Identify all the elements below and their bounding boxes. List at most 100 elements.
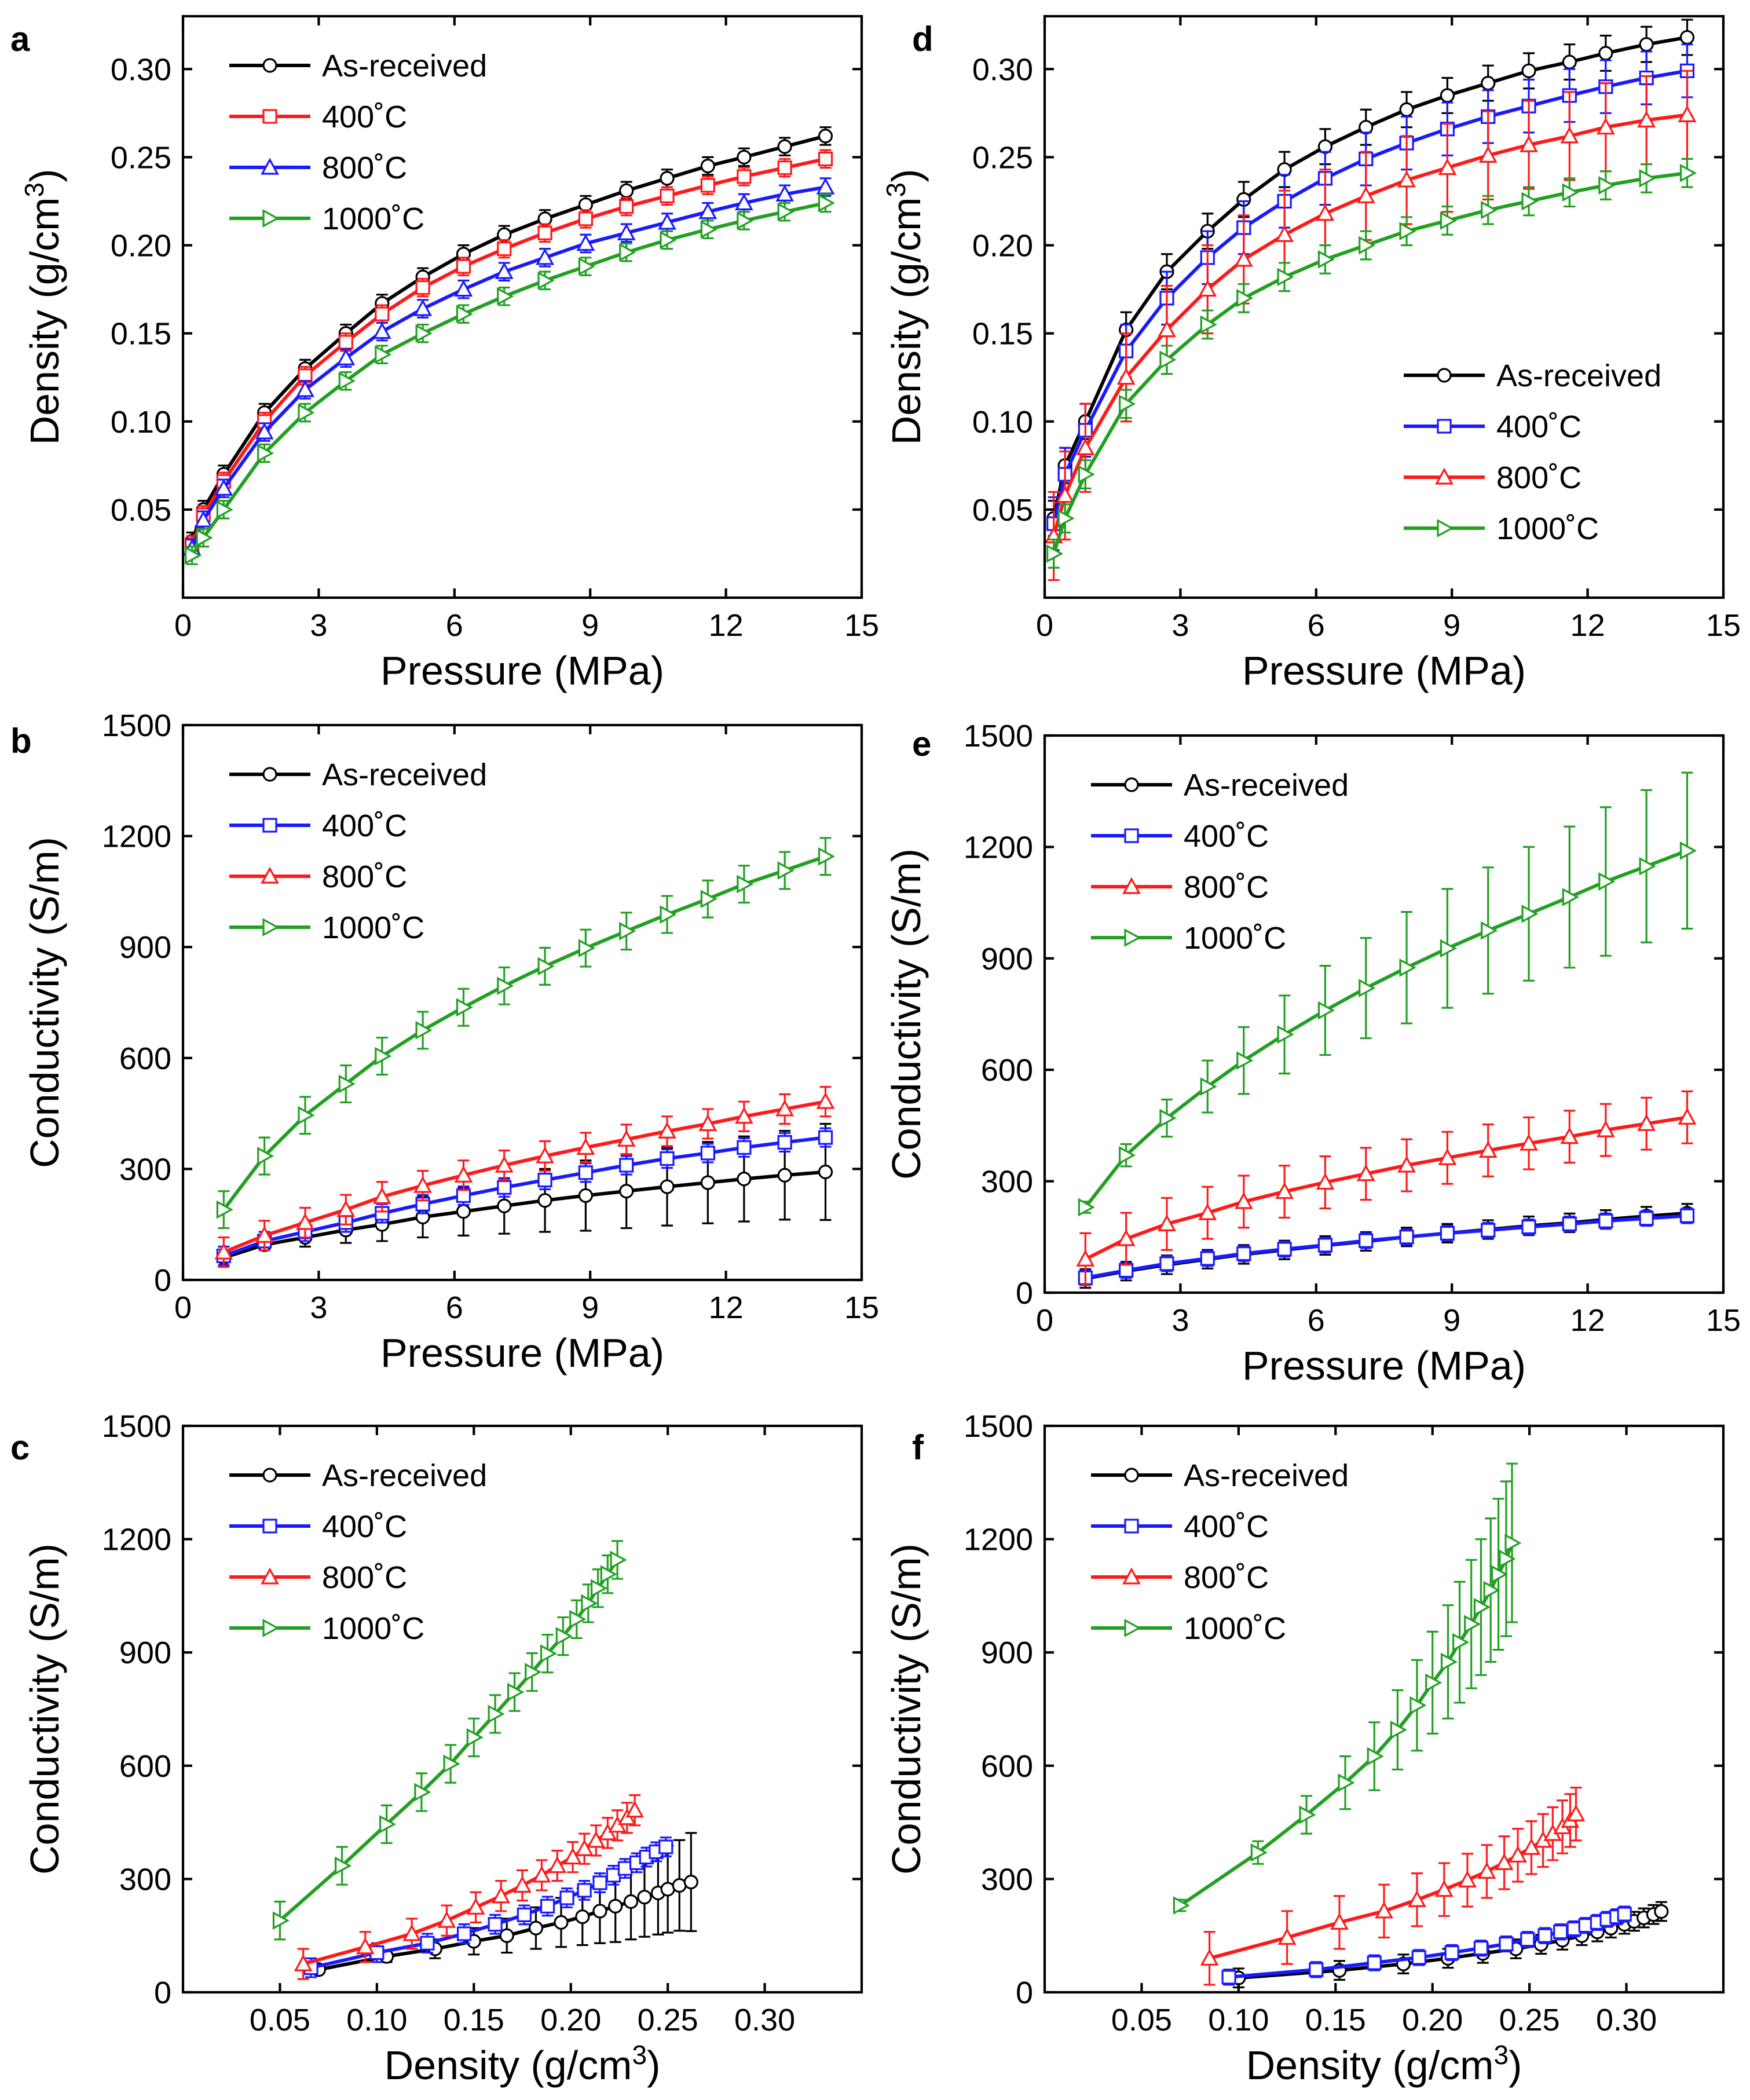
y-axis-title: Conductivity (S/m)	[884, 1543, 929, 1875]
data-point	[700, 1175, 715, 1190]
data-point	[818, 129, 833, 144]
data-point	[1477, 1861, 1496, 1879]
data-point	[379, 1814, 397, 1834]
series-line-e-3	[1083, 848, 1689, 1209]
x-tick-label: 6	[446, 608, 463, 643]
data-point	[569, 1609, 587, 1629]
data-point	[456, 1926, 472, 1941]
x-tick-label: 15	[1706, 608, 1741, 643]
data-point	[1200, 1251, 1215, 1266]
x-tick-label: 0.15	[1305, 2003, 1366, 2037]
x-tick-label: 0	[1036, 1303, 1053, 1338]
data-point	[540, 1644, 558, 1663]
data-point	[1654, 1904, 1669, 1919]
y-tick-label: 1200	[964, 1523, 1033, 1557]
legend-label: 400˚C	[322, 1509, 407, 1544]
legend: As-received 400˚C 800˚C 1000˚C	[229, 49, 487, 236]
series-b-3	[216, 837, 836, 1230]
legend-label: 800˚C	[1184, 870, 1269, 905]
legend-marker	[262, 109, 277, 124]
data-point	[548, 1856, 567, 1874]
y-tick-label: 300	[119, 1152, 171, 1187]
data-point	[497, 1180, 512, 1195]
series-e-1	[1078, 1207, 1695, 1286]
data-point	[555, 1627, 573, 1646]
x-tick-label: 3	[310, 608, 327, 643]
data-point	[216, 500, 233, 519]
y-tick-label: 0.10	[111, 405, 171, 440]
data-point	[734, 1107, 753, 1124]
legend-item: 800˚C	[1091, 870, 1269, 905]
legend: As-received 400˚C 800˚C 1000˚C	[1404, 358, 1661, 546]
data-point	[619, 243, 636, 262]
x-tick-label: 6	[446, 1290, 463, 1325]
data-point	[619, 199, 634, 214]
data-point	[255, 1225, 274, 1243]
y-tick-label: 300	[119, 1862, 171, 1897]
data-point	[517, 1907, 532, 1922]
data-point	[1598, 176, 1616, 195]
y-tick-label: 1500	[102, 708, 171, 743]
legend-label: 800˚C	[322, 151, 407, 185]
x-tick-label: 3	[310, 1290, 327, 1325]
data-point	[734, 193, 753, 211]
legend-label: 800˚C	[322, 1560, 407, 1595]
data-point	[375, 345, 392, 364]
legend-item: As-received	[1091, 1458, 1349, 1493]
legend-label: As-received	[1184, 1458, 1349, 1493]
data-point	[775, 1099, 795, 1117]
x-tick-label: 12	[1570, 608, 1605, 643]
data-point	[592, 1875, 607, 1890]
data-point	[660, 171, 675, 186]
data-point	[507, 1682, 525, 1702]
data-point	[1444, 1945, 1459, 1960]
data-point	[1520, 135, 1538, 152]
data-point	[1359, 236, 1376, 255]
data-point	[1553, 1925, 1568, 1940]
data-point	[1440, 1225, 1455, 1241]
x-tick-label: 0	[174, 608, 192, 643]
legend-label: 800˚C	[322, 859, 407, 894]
data-point	[818, 1130, 833, 1145]
data-point	[1639, 1211, 1654, 1226]
data-point	[1521, 1219, 1536, 1235]
data-point	[454, 1165, 473, 1183]
data-point	[537, 225, 552, 240]
data-point	[1440, 211, 1457, 230]
legend-item: As-received	[229, 758, 487, 792]
data-point	[1560, 1127, 1579, 1144]
y-tick-label: 1200	[102, 819, 171, 854]
legend-marker	[262, 1519, 277, 1534]
data-point	[1562, 54, 1577, 69]
legend-item: 400˚C	[229, 808, 407, 843]
series-d-3	[1046, 158, 1697, 569]
data-point	[298, 1106, 315, 1125]
y-tick-label: 600	[981, 1053, 1033, 1088]
data-point	[1200, 315, 1217, 334]
data-point	[1317, 1001, 1335, 1020]
data-point	[737, 211, 754, 230]
data-point	[1434, 1880, 1454, 1897]
data-point	[1596, 118, 1615, 135]
data-point	[1478, 1140, 1498, 1158]
y-tick-label: 0.30	[111, 52, 171, 87]
data-point	[658, 1839, 673, 1854]
data-point	[698, 202, 717, 219]
plot-frame	[1043, 14, 1725, 599]
x-tick-label: 9	[581, 608, 599, 643]
data-point	[1356, 186, 1375, 203]
y-tick-label: 0	[154, 1263, 171, 1298]
data-point	[1495, 1853, 1514, 1870]
data-point	[700, 220, 717, 239]
plot-frame	[181, 723, 863, 1282]
data-point	[1316, 204, 1335, 221]
data-point	[1562, 1216, 1577, 1231]
data-point	[1399, 102, 1414, 117]
data-point	[298, 403, 315, 422]
data-point	[581, 1594, 598, 1613]
data-point	[1409, 1696, 1427, 1715]
y-tick-label: 900	[119, 930, 171, 965]
data-point	[559, 1890, 574, 1905]
legend: As-received 400˚C 800˚C 1000˚C	[1091, 768, 1349, 956]
data-point	[575, 1839, 594, 1856]
